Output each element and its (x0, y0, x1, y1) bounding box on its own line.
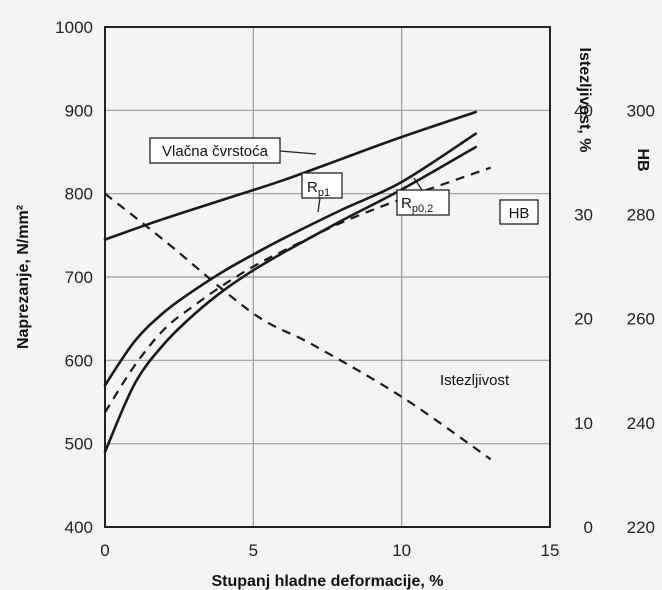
elongation-tick-label: 20 (574, 310, 593, 329)
y-axis-title: Naprezanje, N/mm² (15, 205, 32, 349)
y-tick-label: 500 (65, 435, 93, 454)
x-tick-label: 0 (100, 541, 109, 560)
label-leader-rp02 (413, 177, 423, 191)
y-tick-label: 600 (65, 351, 93, 370)
tick-labels: 400 500 600 700 800 900 1000 0 5 10 15 0 10 20 30 40 220… (55, 18, 655, 560)
y-tick-label: 1000 (55, 18, 93, 37)
hb-tick-label: 300 (627, 101, 655, 120)
label-elongation: Istezljivost (440, 372, 510, 389)
label-box-hb (499, 199, 539, 225)
elongation-tick-label: 10 (574, 414, 593, 433)
series-elongation (104, 192, 492, 461)
elongation-axis-title: Istezljivost, % (576, 48, 593, 153)
x-tick-label: 15 (541, 541, 560, 560)
y-tick-label: 700 (65, 268, 93, 287)
plot-frame (104, 26, 551, 528)
hb-tick-label: 280 (627, 206, 655, 225)
y-tick-label: 400 (65, 518, 93, 537)
elongation-tick-label: 0 (584, 518, 593, 537)
series-label-hb: HB (499, 199, 539, 225)
series-tensile-strength (103, 110, 478, 241)
series-label-rp02: Rp0,2 (396, 177, 450, 216)
hb-axis-title: HB (634, 148, 651, 171)
series-label-tensile-strength: Vlačna čvrstoća (149, 137, 317, 164)
label-leader-rp1 (317, 197, 321, 213)
hb-tick-label: 220 (627, 518, 655, 537)
series-label-elongation: Istezljivost (440, 372, 510, 389)
label-hb: HB (509, 205, 530, 222)
x-axis-title: Stupanj hladne deformacije, % (211, 573, 443, 590)
x-tick-label: 10 (392, 541, 411, 560)
series-rp1 (103, 132, 478, 387)
y-tick-label: 900 (65, 101, 93, 120)
label-tensile-strength: Vlačna čvrstoća (162, 143, 269, 160)
label-box-rp1 (301, 172, 343, 199)
series-rp02 (103, 145, 478, 454)
elongation-tick-label: 40 (574, 101, 593, 120)
y-tick-label: 800 (65, 185, 93, 204)
series-layer (103, 110, 492, 461)
label-box-rp02 (396, 189, 450, 216)
label-box-tensile-strength (149, 137, 281, 164)
hb-tick-label: 240 (627, 414, 655, 433)
hb-tick-label: 260 (627, 310, 655, 329)
grid (104, 26, 551, 528)
series-label-rp1: Rp1 (301, 172, 343, 213)
x-tick-label: 5 (249, 541, 258, 560)
elongation-tick-label: 30 (574, 206, 593, 225)
label-leader-tensile-strength (279, 150, 317, 155)
